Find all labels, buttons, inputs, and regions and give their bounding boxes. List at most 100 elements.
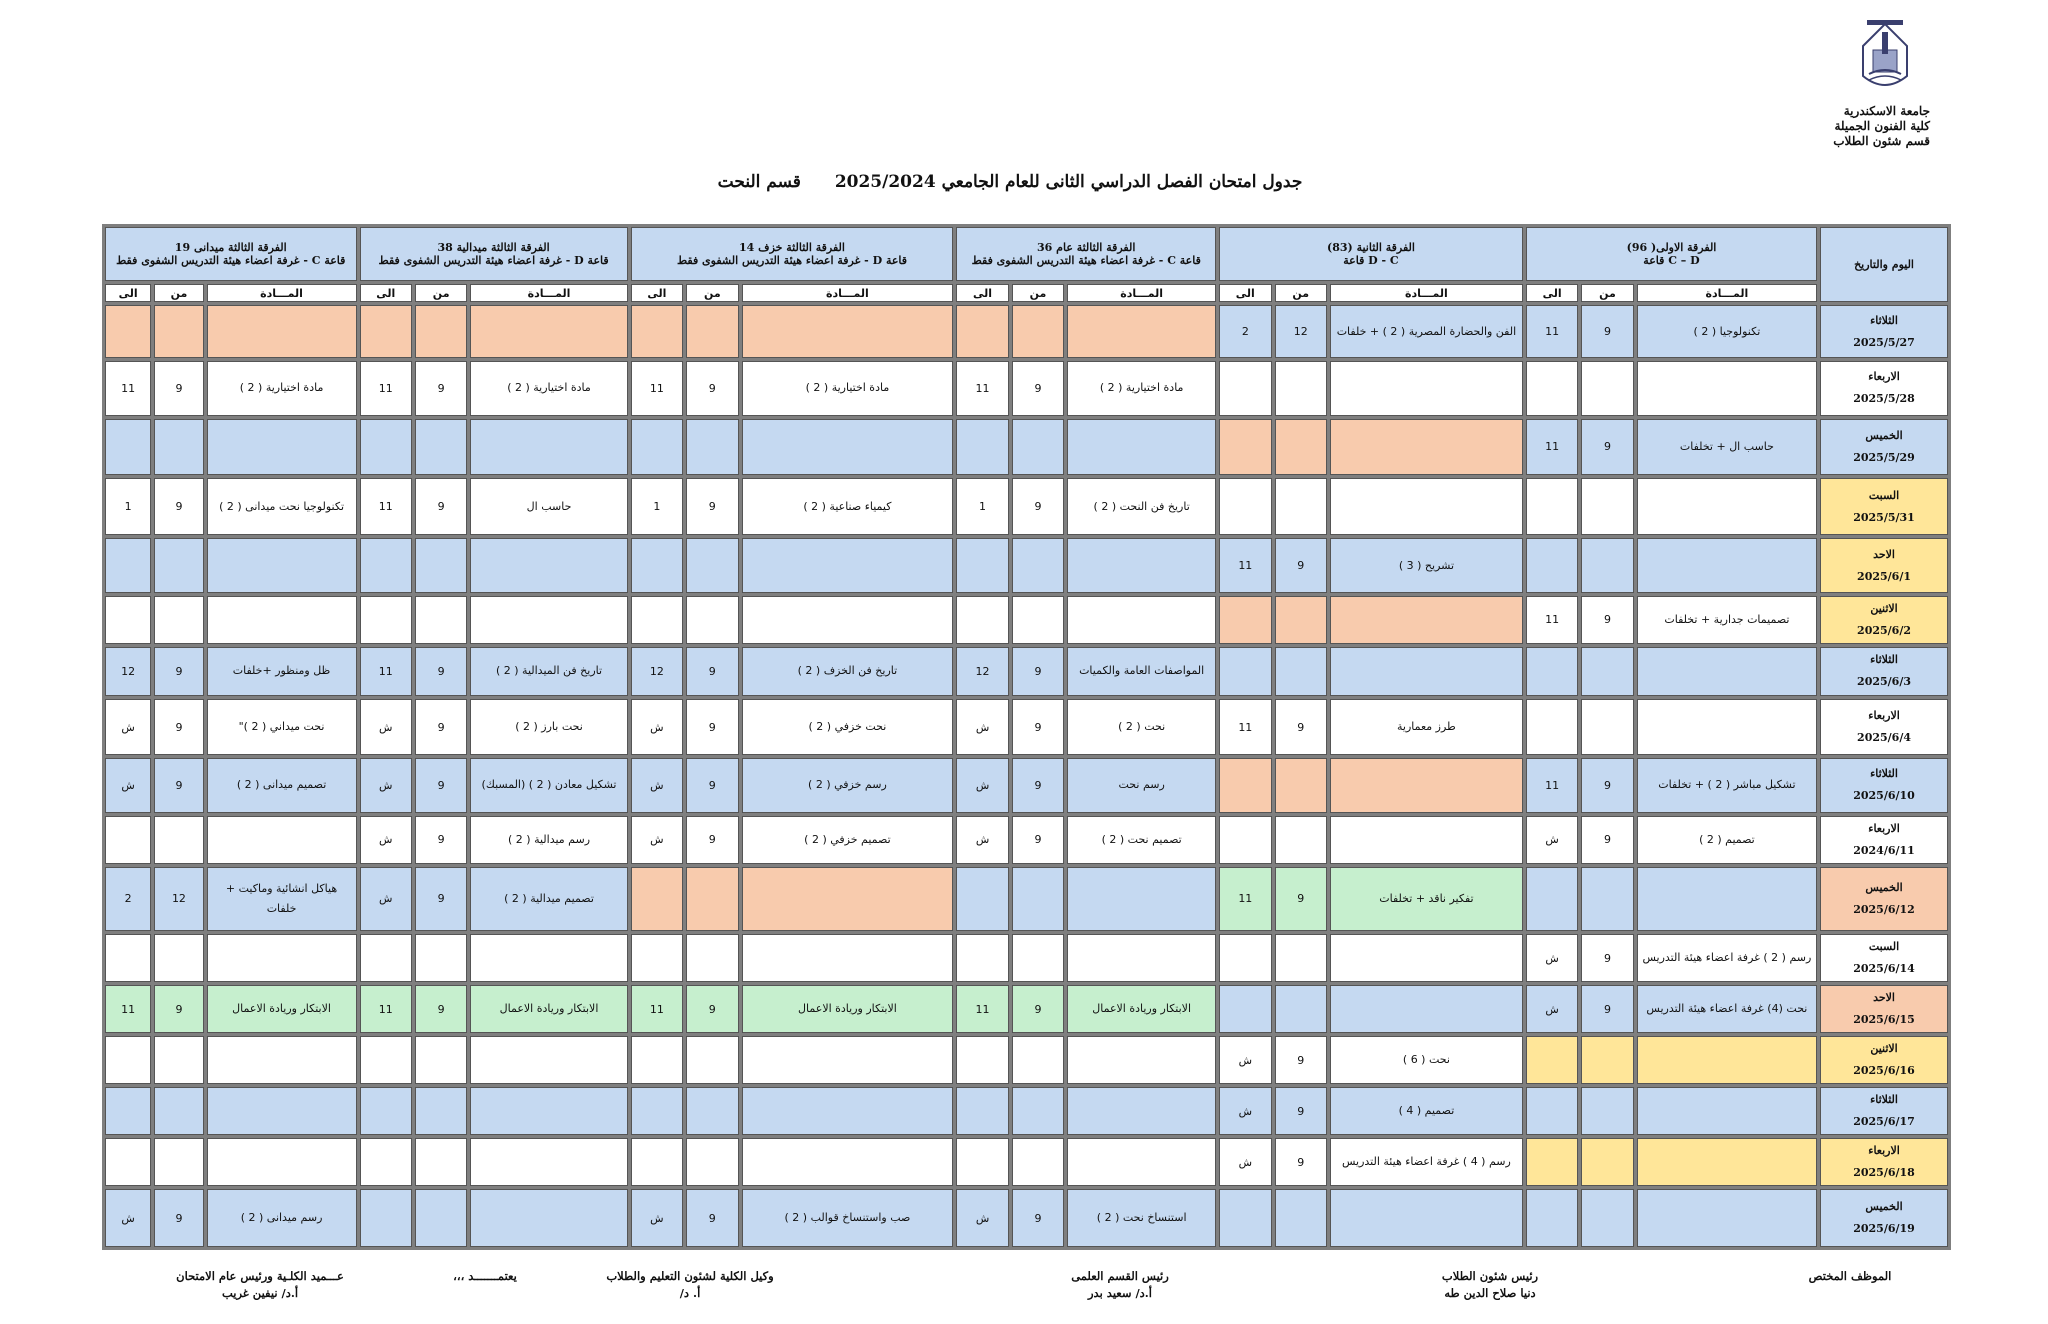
to-time-cell bbox=[105, 934, 152, 983]
from-time-cell: 9 bbox=[686, 985, 739, 1034]
subject-cell: تصميم ميدانى ( 2 ) bbox=[206, 758, 357, 813]
day-date-cell: السبت 2025/6/14 bbox=[1820, 934, 1948, 983]
from-time-cell: 9 bbox=[1274, 1087, 1327, 1136]
subject-column-header: المـــادة bbox=[206, 284, 357, 303]
to-time-cell bbox=[630, 1036, 684, 1085]
day-name: الاحد bbox=[1873, 991, 1895, 1005]
subject-cell: رسم ميدانى ( 2 ) bbox=[206, 1189, 357, 1247]
subject-cell bbox=[1636, 1087, 1818, 1136]
group-name: الفرقة الثالثة عام 36 bbox=[1037, 241, 1136, 255]
day-date-cell: الاثنين 2025/6/2 bbox=[1820, 595, 1948, 644]
table-row: الخميس 2025/6/19 استنساخ نحت ( 2 ) 9 ش صب واس… bbox=[105, 1189, 1948, 1247]
subject-cell: تصميم ( 2 ) bbox=[1636, 815, 1818, 864]
to-time-cell: ش bbox=[630, 1189, 684, 1247]
subject-cell bbox=[1636, 361, 1818, 416]
subject-cell bbox=[1329, 815, 1523, 864]
table-row: الاربعاء 2024/6/11 تصميم ( 2 ) 9 ش تصميم نحت … bbox=[105, 815, 1948, 864]
from-column-header: من bbox=[686, 284, 739, 303]
to-time-cell: ش bbox=[359, 866, 412, 932]
subject-cell bbox=[470, 1036, 628, 1085]
from-time-cell bbox=[686, 1087, 739, 1136]
to-time-cell bbox=[1219, 418, 1272, 475]
subject-cell: نحت ميداني ( 2 )" bbox=[206, 698, 357, 756]
group-header: الفرقة الاولى( 96) C – D قاعة bbox=[1525, 227, 1818, 282]
table-row: الخميس 2025/6/12 تفكير ناقد + تخلفات 9 11 تصم… bbox=[105, 866, 1948, 932]
subject-cell bbox=[741, 1138, 954, 1187]
to-time-cell bbox=[1219, 646, 1272, 696]
from-column-header: من bbox=[1581, 284, 1634, 303]
to-time-cell bbox=[1525, 477, 1579, 536]
subject-cell: نحت خزفي ( 2 ) bbox=[741, 698, 954, 756]
subject-cell: مادة اختيارية ( 2 ) bbox=[741, 361, 954, 416]
subject-column-header: المـــادة bbox=[1636, 284, 1818, 303]
from-time-cell bbox=[1011, 418, 1065, 475]
from-time-cell: 9 bbox=[154, 698, 204, 756]
signature-department-head: رئيس القسم العلمى أ.د/ سعيد بدر bbox=[1071, 1269, 1169, 1300]
from-time-cell bbox=[154, 1036, 204, 1085]
university-name: جامعة الاسكندرية bbox=[1843, 104, 1930, 118]
subject-column-header: المـــادة bbox=[741, 284, 954, 303]
to-column-header: الى bbox=[105, 284, 152, 303]
to-time-cell bbox=[1525, 538, 1579, 593]
subject-cell: تشكيل مباشر ( 2 ) + تخلفات bbox=[1636, 758, 1818, 813]
day-date-cell: الثلاثاء 2025/6/3 bbox=[1820, 646, 1948, 696]
day-name: الخميس bbox=[1865, 1200, 1903, 1214]
subject-cell bbox=[741, 934, 954, 983]
from-time-cell bbox=[1274, 595, 1327, 644]
from-column-header: من bbox=[1011, 284, 1065, 303]
from-time-cell bbox=[1274, 646, 1327, 696]
from-time-cell bbox=[414, 538, 468, 593]
to-time-cell: 11 bbox=[956, 361, 1009, 416]
from-time-cell: 9 bbox=[1011, 758, 1065, 813]
to-time-cell bbox=[1219, 361, 1272, 416]
exam-date: 2025/6/19 bbox=[1853, 1222, 1915, 1236]
subject-cell: تكنولوجيا نحت ميدانى ( 2 ) bbox=[206, 477, 357, 536]
subject-cell bbox=[1329, 1189, 1523, 1247]
day-name: الاحد bbox=[1873, 547, 1895, 561]
subject-cell bbox=[741, 418, 954, 475]
day-name: الاربعاء bbox=[1868, 709, 1900, 723]
subject-column-header: المـــادة bbox=[470, 284, 628, 303]
from-time-cell: 9 bbox=[1274, 698, 1327, 756]
to-time-cell: 11 bbox=[1525, 305, 1579, 359]
from-time-cell: 9 bbox=[1274, 538, 1327, 593]
from-time-cell bbox=[1274, 418, 1327, 475]
from-time-cell: 12 bbox=[154, 866, 204, 932]
from-time-cell: 9 bbox=[154, 361, 204, 416]
to-time-cell bbox=[1219, 477, 1272, 536]
subject-cell bbox=[1329, 934, 1523, 983]
subject-cell: رسم ميدالية ( 2 ) bbox=[470, 815, 628, 864]
subject-cell: الابتكار وريادة الاعمال bbox=[741, 985, 954, 1034]
from-time-cell: 9 bbox=[414, 646, 468, 696]
subject-cell bbox=[470, 1138, 628, 1187]
subject-cell bbox=[1636, 1036, 1818, 1085]
subject-cell bbox=[741, 1036, 954, 1085]
from-time-cell bbox=[154, 1087, 204, 1136]
title-dept: قسم النحت bbox=[717, 172, 801, 192]
from-time-cell bbox=[154, 418, 204, 475]
exam-date: 2024/6/11 bbox=[1853, 843, 1915, 857]
group-header: الفرقة الثالثة عام 36 قاعة C - غرفة اعضاء… bbox=[956, 227, 1217, 282]
from-time-cell bbox=[414, 305, 468, 359]
subject-cell: المواصفات العامة والكميات bbox=[1067, 646, 1217, 696]
from-time-cell: 9 bbox=[154, 758, 204, 813]
to-time-cell bbox=[956, 305, 1009, 359]
to-time-cell: ش bbox=[1219, 1138, 1272, 1187]
from-time-cell bbox=[1581, 866, 1634, 932]
day-date-cell: الاربعاء 2024/6/11 bbox=[1820, 815, 1948, 864]
to-time-cell bbox=[359, 305, 412, 359]
table-row: الاربعاء 2025/5/28 مادة اختيارية ( 2 ) 9 11 م… bbox=[105, 361, 1948, 416]
from-time-cell bbox=[154, 934, 204, 983]
day-name: الثلاثاء bbox=[1870, 653, 1898, 667]
to-time-cell: ش bbox=[956, 1189, 1009, 1247]
to-time-cell bbox=[956, 866, 1009, 932]
from-time-cell bbox=[414, 1189, 468, 1247]
subject-cell: رسم ( 4 ) غرفة اعضاء هيئة التدريس bbox=[1329, 1138, 1523, 1187]
subject-cell bbox=[1329, 758, 1523, 813]
to-time-cell bbox=[956, 934, 1009, 983]
day-name: الثلاثاء bbox=[1870, 767, 1898, 781]
subject-cell: كيمياء صناعية ( 2 ) bbox=[741, 477, 954, 536]
from-time-cell: 9 bbox=[414, 477, 468, 536]
exam-date: 2025/6/12 bbox=[1853, 902, 1915, 916]
group-header: الفرقة الثالثة خزف 14 قاعة D - غرفة اعضاء… bbox=[630, 227, 954, 282]
